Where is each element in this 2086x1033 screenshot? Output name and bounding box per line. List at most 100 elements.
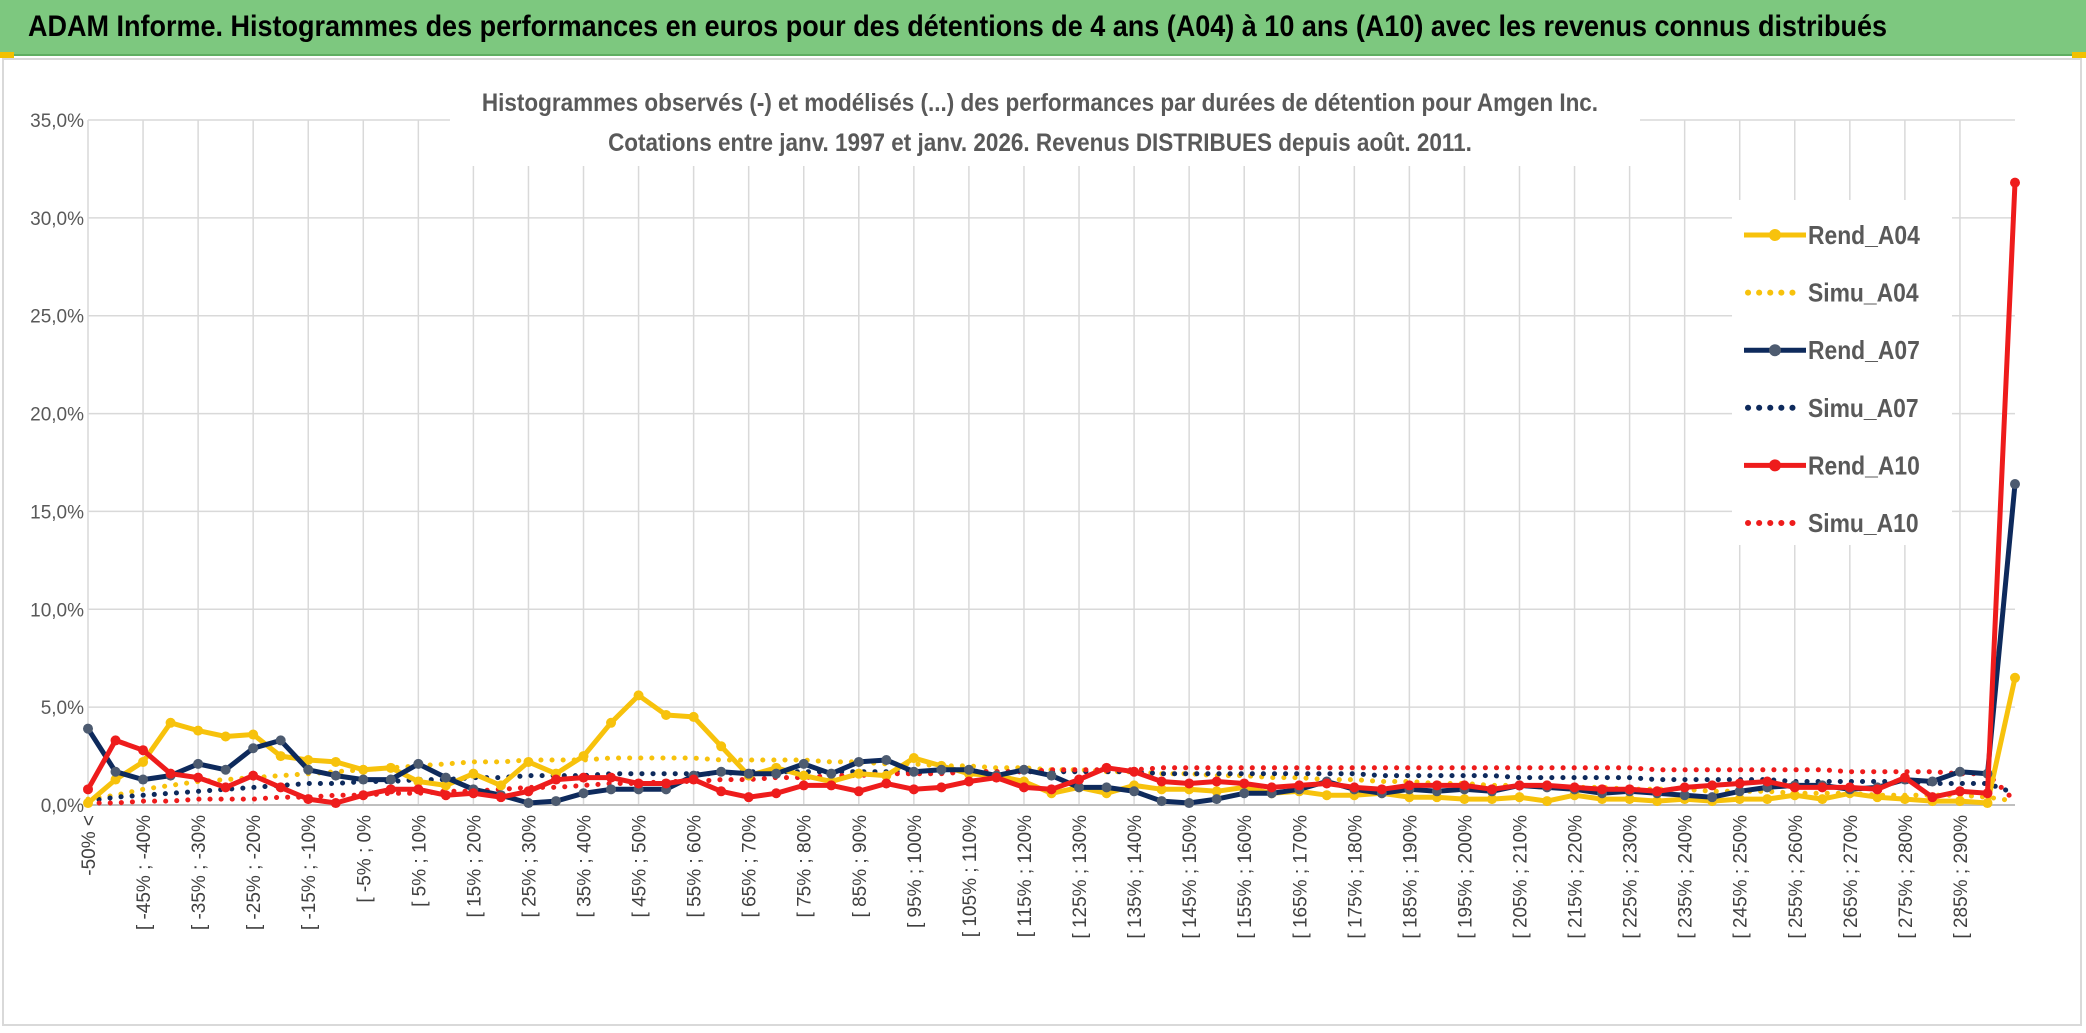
data-point-rend-a04 (165, 717, 176, 728)
y-tick-label: 10,0% (30, 600, 84, 621)
data-point-rend-a04 (688, 711, 699, 722)
data-point-rend-a10 (1266, 782, 1277, 793)
data-point-rend-a07 (275, 735, 286, 746)
data-point-rend-a07 (330, 770, 341, 781)
data-point-rend-a04 (908, 753, 919, 764)
chart-legend: Rend_A04 Simu_A04 Rend_A07 Simu_A07 Rend_A10… (1732, 200, 1952, 545)
data-point-rend-a07 (578, 788, 589, 799)
x-tick-label: [ 95% ; 100% (905, 815, 926, 928)
data-point-rend-a04 (358, 764, 369, 775)
data-point-rend-a10 (991, 772, 1002, 783)
data-point-rend-a10 (1789, 782, 1800, 793)
frame-corner-marker (2072, 52, 2086, 58)
data-point-rend-a10 (385, 784, 396, 795)
report-banner: ADAM Informe. Histogrammes des performan… (0, 0, 2086, 56)
data-point-rend-a07 (826, 768, 837, 779)
data-point-rend-a10 (2010, 177, 2020, 188)
data-point-rend-a07 (881, 754, 892, 765)
x-tick-label: [ 45% ; 50% (630, 815, 651, 918)
data-point-rend-a10 (523, 786, 534, 797)
data-point-rend-a07 (743, 768, 754, 779)
data-point-rend-a10 (1431, 780, 1442, 791)
data-point-rend-a10 (881, 778, 892, 789)
data-point-rend-a07 (1927, 776, 1938, 787)
data-point-rend-a04 (661, 709, 672, 720)
data-point-rend-a10 (1129, 766, 1140, 777)
legend-background (1732, 200, 1952, 545)
data-point-rend-a10 (1844, 782, 1855, 793)
data-point-rend-a04 (440, 780, 451, 791)
x-tick-label: [ 185% ; 190% (1400, 815, 1421, 939)
data-point-rend-a10 (606, 772, 617, 783)
data-point-rend-a10 (413, 784, 424, 795)
data-point-rend-a10 (633, 778, 644, 789)
data-point-rend-a04 (798, 770, 809, 781)
data-point-rend-a10 (1211, 776, 1222, 787)
data-point-rend-a07 (110, 766, 121, 777)
legend-label-simu-a07: Simu_A07 (1808, 395, 1919, 424)
x-tick-label: [ 285% ; 290% (1951, 815, 1972, 939)
x-tick-label: [ 55% ; 60% (685, 815, 706, 918)
data-point-rend-a04 (1954, 796, 1965, 807)
data-point-rend-a07 (2010, 479, 2020, 490)
data-point-rend-a10 (110, 735, 121, 746)
data-point-rend-a07 (716, 766, 727, 777)
data-point-rend-a04 (1817, 794, 1828, 805)
data-point-rend-a07 (1184, 798, 1195, 809)
data-point-rend-a10 (358, 790, 369, 801)
data-point-rend-a10 (303, 794, 314, 805)
data-point-rend-a10 (248, 770, 259, 781)
x-tick-label: [ 65% ; 70% (740, 815, 761, 918)
data-point-rend-a04 (1982, 798, 1993, 809)
data-point-rend-a10 (963, 776, 974, 787)
data-point-rend-a07 (358, 774, 369, 785)
y-tick-label: 0,0% (41, 796, 84, 817)
y-tick-label: 20,0% (30, 405, 84, 426)
data-point-rend-a04 (1404, 792, 1415, 803)
data-point-rend-a07 (523, 798, 534, 809)
data-point-rend-a10 (550, 774, 561, 785)
x-tick-label: [ 145% ; 150% (1180, 815, 1201, 939)
x-tick-label: [ 195% ; 200% (1455, 815, 1476, 939)
x-tick-label: [ 105% ; 110% (960, 815, 981, 937)
data-point-rend-a10 (1734, 778, 1745, 789)
data-point-rend-a10 (1018, 782, 1029, 793)
data-point-rend-a04 (881, 770, 892, 781)
data-point-rend-a10 (138, 745, 149, 756)
data-point-rend-a07 (1707, 792, 1718, 803)
data-point-rend-a04 (716, 741, 727, 752)
data-point-rend-a10 (83, 784, 93, 795)
x-tick-label: [ 275% ; 280% (1896, 815, 1917, 939)
data-point-rend-a07 (193, 758, 204, 769)
data-point-rend-a10 (1239, 778, 1250, 789)
data-point-rend-a10 (1321, 778, 1332, 789)
data-point-rend-a10 (688, 774, 699, 785)
data-point-rend-a07 (413, 758, 424, 769)
data-point-rend-a04 (633, 690, 644, 701)
data-point-rend-a07 (550, 796, 561, 807)
data-point-rend-a07 (606, 784, 617, 795)
legend-label-simu-a10: Simu_A10 (1808, 510, 1919, 539)
data-point-rend-a04 (83, 798, 93, 809)
data-point-rend-a07 (1101, 782, 1112, 793)
data-point-rend-a10 (908, 784, 919, 795)
data-point-rend-a10 (275, 782, 286, 793)
data-point-rend-a10 (798, 780, 809, 791)
data-point-rend-a07 (440, 772, 451, 783)
data-point-rend-a10 (1679, 782, 1690, 793)
data-point-rend-a07 (1074, 782, 1085, 793)
data-point-rend-a04 (1762, 794, 1773, 805)
title-background (450, 80, 1640, 166)
data-point-rend-a04 (1486, 794, 1497, 805)
legend-label-rend-a07: Rend_A07 (1808, 337, 1920, 366)
data-point-rend-a10 (1762, 776, 1773, 787)
data-point-rend-a07 (798, 758, 809, 769)
x-tick-label: [ 255% ; 260% (1786, 815, 1807, 939)
series-line-rend-a10 (85, 182, 2018, 806)
chart-frame (2, 58, 2082, 1026)
data-point-rend-a10 (1486, 784, 1497, 795)
data-point-rend-a10 (1404, 780, 1415, 791)
chart-title: Histogrammes observés (-) et modélisés (… (482, 89, 1598, 117)
x-tick-label: [ 15% ; 20% (464, 815, 485, 918)
